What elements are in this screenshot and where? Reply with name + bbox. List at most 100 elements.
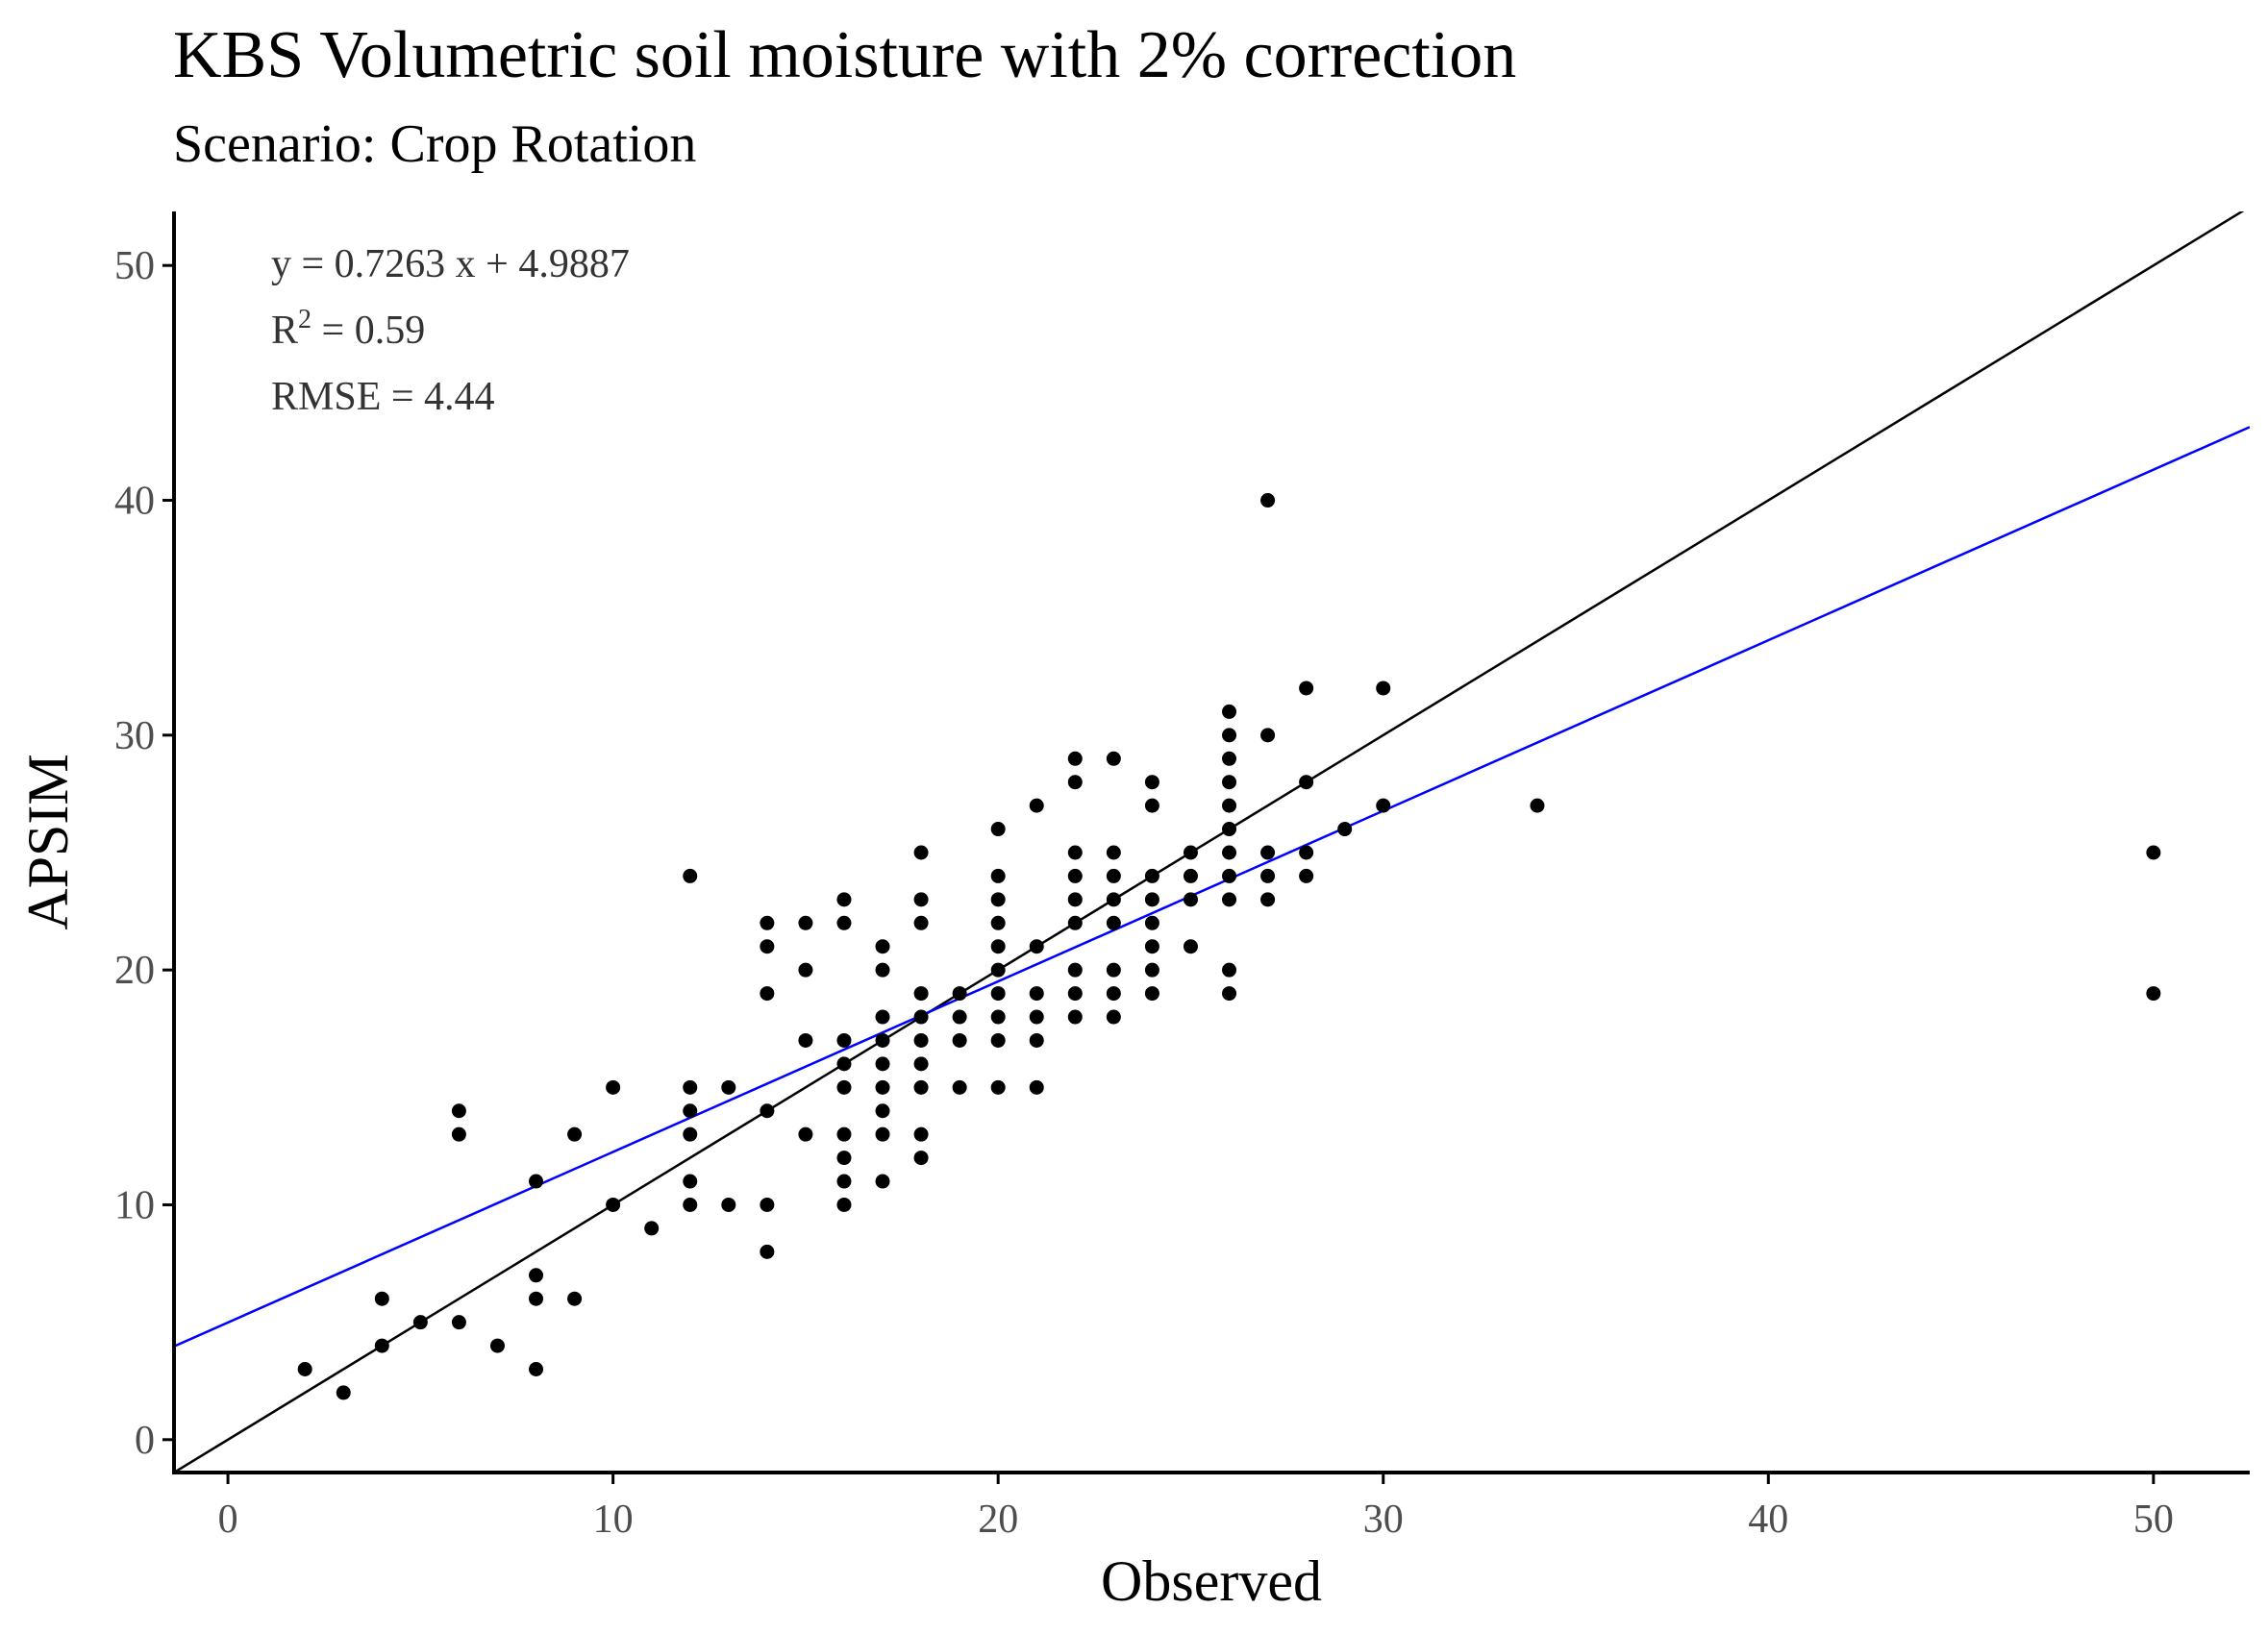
- data-point: [990, 915, 1006, 930]
- data-point: [1222, 986, 1237, 1002]
- y-axis-ticks: 0 10 20 30 40 50: [114, 244, 174, 1463]
- data-point: [1106, 915, 1121, 930]
- data-point: [836, 1174, 852, 1189]
- data-point: [1106, 892, 1121, 907]
- data-point: [1222, 892, 1237, 907]
- data-point: [1337, 822, 1353, 837]
- data-point: [683, 1174, 698, 1189]
- y-tick-label: 40: [114, 480, 155, 524]
- data-point: [913, 915, 929, 930]
- data-point: [836, 1032, 852, 1048]
- data-point: [1222, 798, 1237, 813]
- data-point: [683, 1103, 698, 1119]
- regression-line: [174, 426, 2250, 1348]
- x-tick-label: 40: [1748, 1498, 1788, 1542]
- x-tick-label: 0: [218, 1498, 238, 1542]
- data-point: [1029, 798, 1044, 813]
- data-point: [1106, 845, 1121, 860]
- data-point: [990, 986, 1006, 1002]
- data-point: [1183, 939, 1198, 954]
- data-point: [1106, 751, 1121, 766]
- data-point: [836, 915, 852, 930]
- data-point: [606, 1197, 621, 1212]
- data-point: [1029, 1032, 1044, 1048]
- data-point: [836, 892, 852, 907]
- data-point: [760, 1103, 775, 1119]
- chart-title: KBS Volumetric soil moisture with 2% cor…: [173, 18, 1517, 92]
- data-point: [336, 1385, 351, 1400]
- data-point: [798, 962, 813, 978]
- data-point: [374, 1338, 389, 1353]
- y-tick-label: 30: [114, 714, 155, 758]
- data-point: [1106, 1009, 1121, 1025]
- data-point: [1029, 1009, 1044, 1025]
- data-point: [1222, 704, 1237, 719]
- data-point: [1067, 1009, 1083, 1025]
- r2-prefix: R: [271, 309, 298, 353]
- r-squared-label: R2 = 0.59: [271, 305, 425, 353]
- x-axis-title: Observed: [1101, 1549, 1322, 1613]
- y-tick-label: 0: [135, 1419, 155, 1463]
- data-point: [1260, 868, 1276, 883]
- data-point: [1029, 986, 1044, 1002]
- data-point: [1260, 892, 1276, 907]
- data-point: [2146, 845, 2161, 860]
- data-point: [721, 1079, 736, 1095]
- data-point: [567, 1126, 583, 1142]
- data-point: [451, 1103, 466, 1119]
- data-point: [836, 1126, 852, 1142]
- data-point: [1067, 868, 1083, 883]
- data-point: [1029, 1079, 1044, 1095]
- r2-superscript: 2: [298, 305, 312, 334]
- data-point: [1067, 775, 1083, 790]
- data-point: [1299, 868, 1314, 883]
- data-point: [1106, 868, 1121, 883]
- data-point: [489, 1338, 505, 1353]
- data-point: [798, 1032, 813, 1048]
- data-point: [760, 1244, 775, 1259]
- data-point: [952, 986, 967, 1002]
- data-point: [913, 1079, 929, 1095]
- data-point: [1067, 986, 1083, 1002]
- data-point: [875, 962, 890, 978]
- data-point: [1222, 751, 1237, 766]
- data-point: [875, 1126, 890, 1142]
- data-point: [1222, 845, 1237, 860]
- data-point: [952, 1009, 967, 1025]
- data-point: [1222, 728, 1237, 743]
- data-point: [1067, 892, 1083, 907]
- data-point: [1144, 962, 1159, 978]
- data-point: [913, 986, 929, 1002]
- data-point: [875, 1103, 890, 1119]
- x-tick-label: 20: [978, 1498, 1018, 1542]
- x-tick-label: 10: [593, 1498, 634, 1542]
- data-point: [875, 1079, 890, 1095]
- data-point: [374, 1291, 389, 1306]
- data-point: [1067, 962, 1083, 978]
- data-point: [1144, 775, 1159, 790]
- data-point: [1260, 493, 1276, 508]
- y-tick-label: 10: [114, 1183, 155, 1227]
- data-point: [836, 1197, 852, 1212]
- data-point: [990, 892, 1006, 907]
- data-point: [1144, 868, 1159, 883]
- data-point: [990, 1079, 1006, 1095]
- data-point: [990, 868, 1006, 883]
- data-points: [297, 493, 2161, 1400]
- data-point: [1029, 939, 1044, 954]
- data-point: [1067, 751, 1083, 766]
- data-point: [529, 1361, 544, 1376]
- data-point: [683, 868, 698, 883]
- data-point: [606, 1079, 621, 1095]
- data-point: [913, 1126, 929, 1142]
- data-point: [990, 1032, 1006, 1048]
- data-point: [1144, 939, 1159, 954]
- data-point: [1183, 892, 1198, 907]
- rmse-label: RMSE = 4.44: [271, 375, 495, 419]
- data-point: [1376, 798, 1391, 813]
- data-point: [683, 1197, 698, 1212]
- data-point: [1183, 845, 1198, 860]
- data-point: [1530, 798, 1545, 813]
- r2-value: = 0.59: [312, 309, 425, 353]
- data-point: [836, 1151, 852, 1166]
